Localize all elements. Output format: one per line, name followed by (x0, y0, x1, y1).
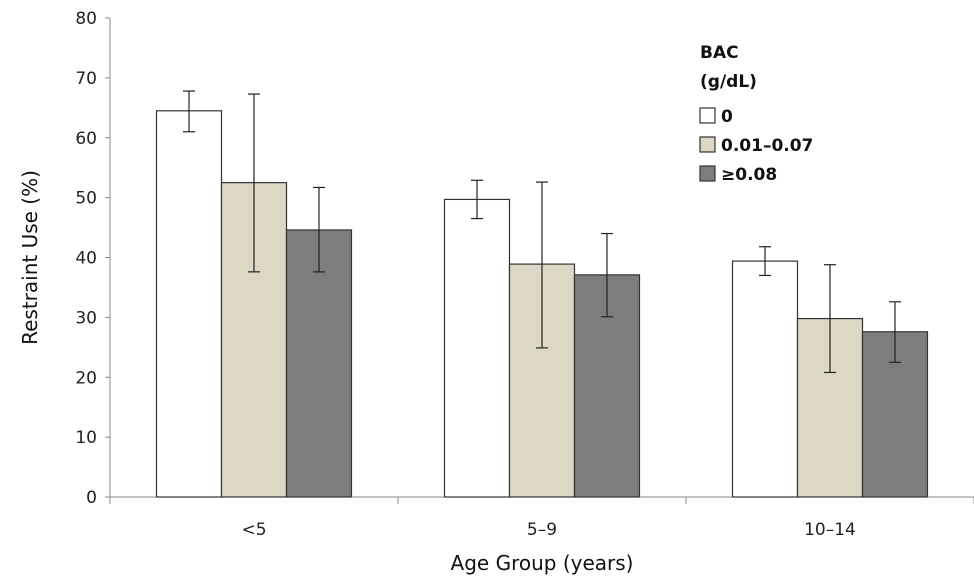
y-tick-label: 20 (75, 368, 97, 388)
bar (285, 229, 353, 498)
legend-label: 0 (721, 107, 733, 127)
x-tick-label: 5–9 (527, 520, 557, 540)
y-tick-label: 60 (75, 129, 97, 149)
legend-swatch (699, 165, 716, 182)
legend-label: ≥0.08 (721, 165, 777, 185)
x-axis: <5 5–9 10–14 (109, 496, 974, 540)
legend: BAC (g/dL) 0 0.01–0.07 ≥0.08 (699, 43, 813, 185)
legend-swatch (699, 107, 716, 124)
legend-title: BAC (700, 43, 739, 63)
bar (731, 260, 799, 498)
y-axis-title: Restraint Use (%) (18, 170, 42, 345)
y-tick-label: 70 (75, 69, 97, 89)
legend-swatch (699, 136, 716, 153)
bar (155, 110, 223, 498)
y-tick-label: 50 (75, 189, 97, 209)
bar (443, 198, 511, 498)
legend-title: (g/dL) (700, 72, 757, 92)
y-tick-label: 10 (75, 428, 97, 448)
error-bars-group (183, 90, 901, 374)
x-tick-label: 10–14 (804, 520, 856, 540)
y-axis: 0 10 20 30 40 50 60 70 80 (75, 9, 111, 508)
y-tick-label: 40 (75, 249, 97, 269)
y-tick-label: 0 (86, 488, 97, 508)
x-tick-label: <5 (241, 520, 266, 540)
legend-label: 0.01–0.07 (721, 136, 813, 156)
x-axis-title: Age Group (years) (451, 551, 634, 575)
y-tick-label: 80 (75, 9, 97, 29)
bars-group (155, 110, 929, 498)
y-tick-label: 30 (75, 308, 97, 328)
